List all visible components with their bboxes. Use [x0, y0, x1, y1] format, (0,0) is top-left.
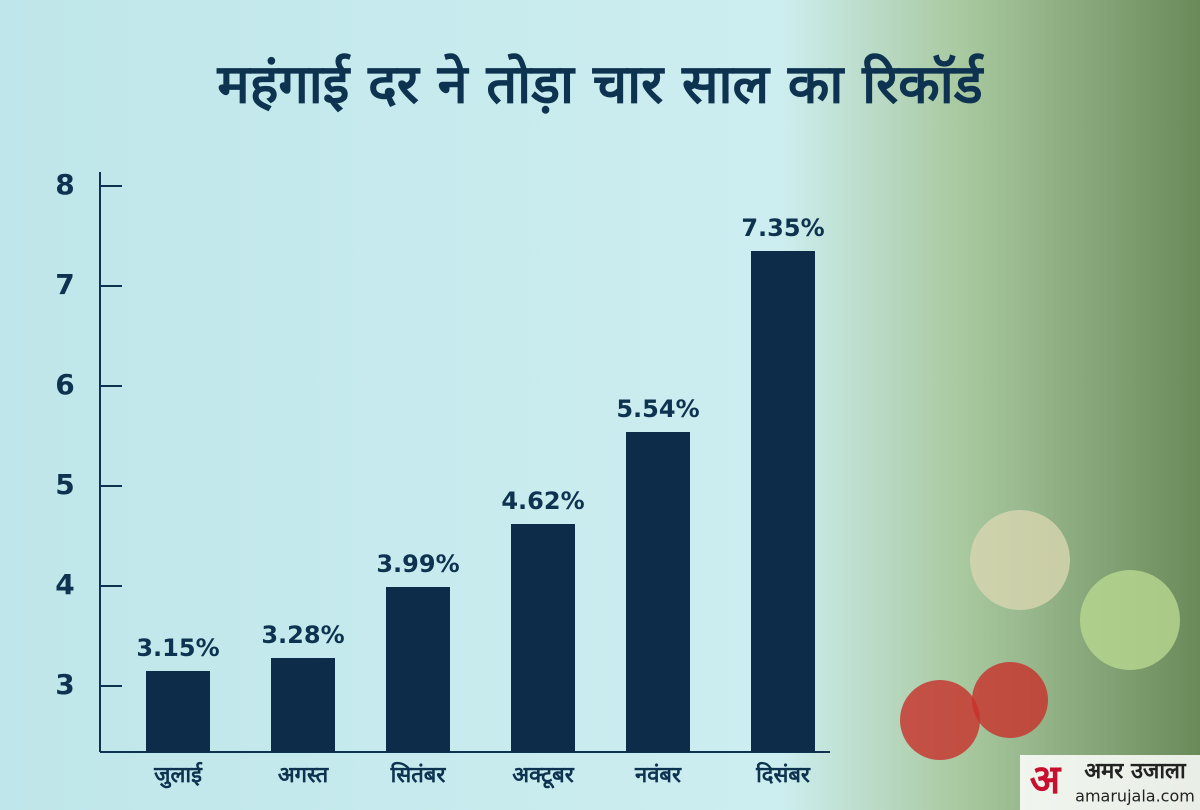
y-tick-label: 4 [55, 568, 74, 601]
y-tick-label: 6 [55, 368, 74, 401]
x-tick-label: सितंबर [390, 761, 447, 788]
value-label: 5.54% [616, 395, 699, 423]
bar [511, 524, 575, 752]
x-tick-label: नवंबर [634, 763, 682, 788]
logo: अ अमर उजाला amarujala.com [1020, 755, 1200, 810]
logo-mark: अ [1030, 757, 1062, 803]
bar [626, 432, 690, 752]
tomato-decoration [900, 680, 980, 760]
logo-name: अमर उजाला [1084, 759, 1187, 784]
vegetable-decoration [970, 510, 1070, 610]
chart-title: महंगाई दर ने तोड़ा चार साल का रिकॉर्ड [216, 53, 984, 116]
value-label: 3.28% [261, 621, 344, 649]
bar [386, 587, 450, 752]
logo-background [1020, 755, 1200, 810]
y-tick-label: 8 [55, 168, 74, 201]
x-tick-label: अगस्त [278, 763, 330, 788]
value-label: 4.62% [501, 487, 584, 515]
tomato-decoration [972, 662, 1048, 738]
logo-site: amarujala.com [1075, 787, 1195, 806]
value-label: 3.99% [376, 550, 459, 578]
x-tick-label: जुलाई [153, 761, 203, 789]
value-label: 3.15% [136, 634, 219, 662]
bar [271, 658, 335, 752]
y-tick-label: 7 [55, 268, 74, 301]
bar [146, 671, 210, 752]
bar [751, 251, 815, 752]
y-tick-label: 3 [55, 668, 74, 701]
x-tick-label: दिसंबर [755, 761, 811, 788]
value-label: 7.35% [741, 214, 824, 242]
x-tick-label: अक्टूबर [512, 763, 574, 789]
y-tick-label: 5 [55, 468, 74, 501]
vegetable-decoration [1080, 570, 1180, 670]
